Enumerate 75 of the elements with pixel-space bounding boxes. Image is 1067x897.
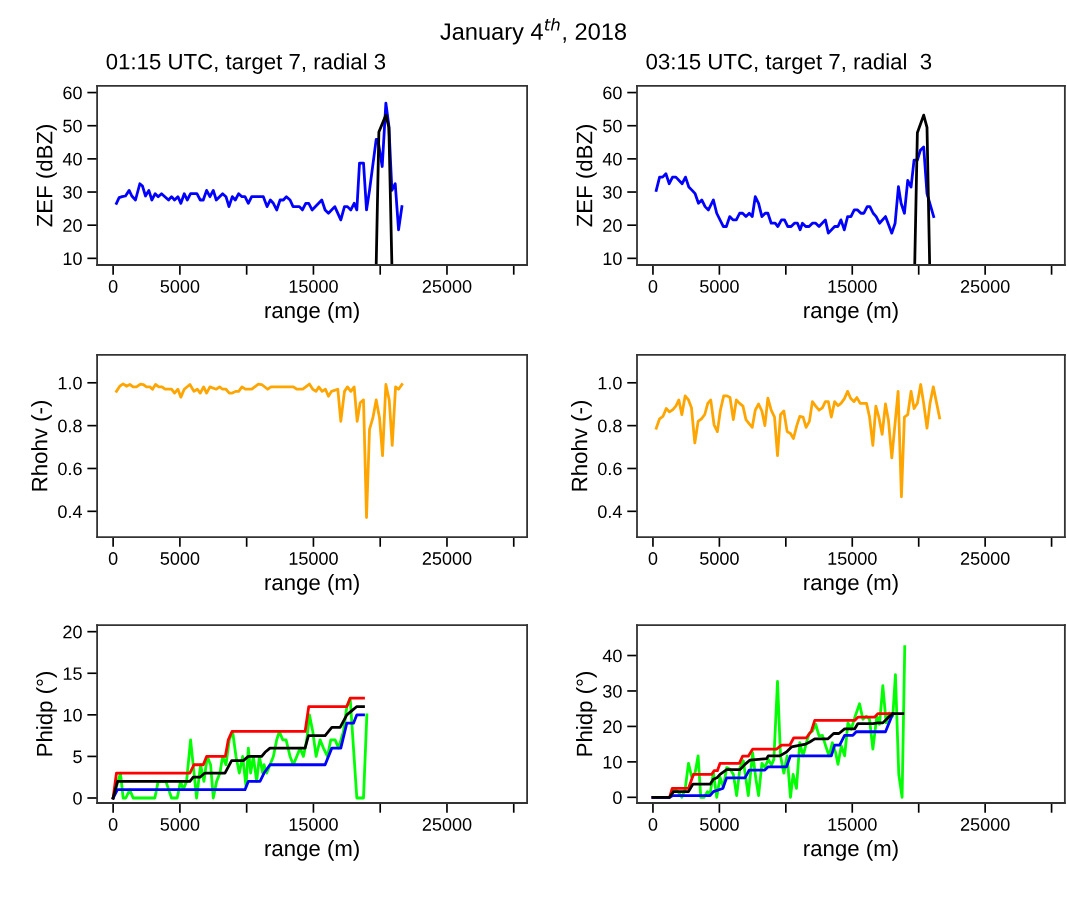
x-tick-label: 0 xyxy=(648,818,658,831)
x-tick-label: 15000 xyxy=(828,818,877,831)
chart-title: January 4$^{th}$, 2018 xyxy=(440,18,627,45)
x-tick-label: 5000 xyxy=(160,280,200,293)
y-tick-label: 15 xyxy=(63,667,82,680)
y-tick-label: 40 xyxy=(602,152,622,166)
line-series xyxy=(115,101,404,232)
y-tick-label: 50 xyxy=(603,119,622,133)
x-axis-title: range (m) xyxy=(804,839,898,861)
x-axis-title: range (m) xyxy=(265,301,359,323)
y-tick-label: 0.6 xyxy=(58,462,82,476)
x-axis-title: range (m) xyxy=(265,839,359,861)
y-tick-label: 20 xyxy=(603,219,622,232)
y-tick-label: 0.8 xyxy=(58,419,82,433)
x-tick-label: 15000 xyxy=(289,280,338,293)
x-tick-label: 0 xyxy=(648,552,658,565)
x-axis-title: range (m) xyxy=(265,574,359,595)
y-tick-label: 0 xyxy=(73,791,82,805)
y-axis-title: Phidp (°) xyxy=(36,672,57,756)
y-tick-label: 0.6 xyxy=(598,462,622,476)
x-tick-label: 5000 xyxy=(160,818,200,831)
y-tick-label: 50 xyxy=(63,119,82,133)
y-axis-title: Rhohv (-) xyxy=(571,401,592,491)
x-axis-title: range (m) xyxy=(804,574,898,595)
y-tick-label: 1.0 xyxy=(598,376,622,390)
line-series xyxy=(913,113,932,265)
x-tick-label: 15000 xyxy=(828,552,877,565)
x-tick-label: 5000 xyxy=(700,280,739,293)
y-tick-label: 0.4 xyxy=(598,505,622,519)
y-tick-label: 30 xyxy=(63,185,82,199)
x-tick-label: 25000 xyxy=(422,280,472,293)
y-axis-title: Rhohv (-) xyxy=(31,401,52,491)
y-tick-label: 0 xyxy=(613,791,622,805)
x-tick-label: 15000 xyxy=(289,552,338,565)
line-series xyxy=(115,382,404,519)
y-tick-label: 30 xyxy=(603,684,622,698)
x-tick-label: 0 xyxy=(108,818,118,831)
chart-subtitle: 03:15 UTC, target 7, radial 3 xyxy=(646,53,932,74)
line-series xyxy=(654,383,942,499)
x-tick-label: 5000 xyxy=(700,552,739,565)
y-tick-label: 20 xyxy=(603,720,622,734)
x-tick-label: 15000 xyxy=(828,280,877,293)
y-axis-title: ZEF (dBZ) xyxy=(36,124,57,227)
x-tick-label: 25000 xyxy=(960,280,1010,293)
y-tick-label: 40 xyxy=(602,649,622,663)
x-tick-label: 0 xyxy=(648,280,658,293)
x-tick-label: 15000 xyxy=(289,818,338,831)
y-axis-title: ZEF (dBZ) xyxy=(576,124,597,227)
y-tick-label: 60 xyxy=(63,86,82,100)
y-tick-label: 10 xyxy=(603,755,622,769)
x-axis-title: range (m) xyxy=(804,301,898,323)
x-tick-label: 0 xyxy=(108,552,118,565)
x-tick-label: 25000 xyxy=(960,552,1010,565)
y-tick-label: 20 xyxy=(63,625,82,639)
y-tick-label: 1.0 xyxy=(58,376,82,390)
y-tick-label: 0.8 xyxy=(598,419,622,433)
y-tick-label: 30 xyxy=(603,185,622,199)
x-tick-label: 5000 xyxy=(160,552,200,565)
y-tick-label: 60 xyxy=(603,86,622,100)
y-tick-label: 40 xyxy=(62,152,82,166)
x-tick-label: 5000 xyxy=(700,818,739,831)
line-series xyxy=(374,113,394,265)
y-tick-label: 20 xyxy=(63,219,82,232)
x-tick-label: 25000 xyxy=(422,552,472,565)
y-tick-label: 5 xyxy=(73,750,82,764)
x-tick-label: 25000 xyxy=(960,818,1010,831)
x-tick-label: 0 xyxy=(108,280,118,293)
y-tick-label: 10 xyxy=(63,252,82,266)
x-tick-label: 25000 xyxy=(422,818,472,831)
y-tick-label: 0.4 xyxy=(58,505,82,519)
chart-subtitle: 01:15 UTC, target 7, radial 3 xyxy=(106,53,386,74)
y-axis-title: Phidp (°) xyxy=(576,672,597,756)
y-tick-label: 10 xyxy=(603,252,622,266)
line-series xyxy=(654,145,936,235)
y-tick-label: 10 xyxy=(63,708,82,722)
